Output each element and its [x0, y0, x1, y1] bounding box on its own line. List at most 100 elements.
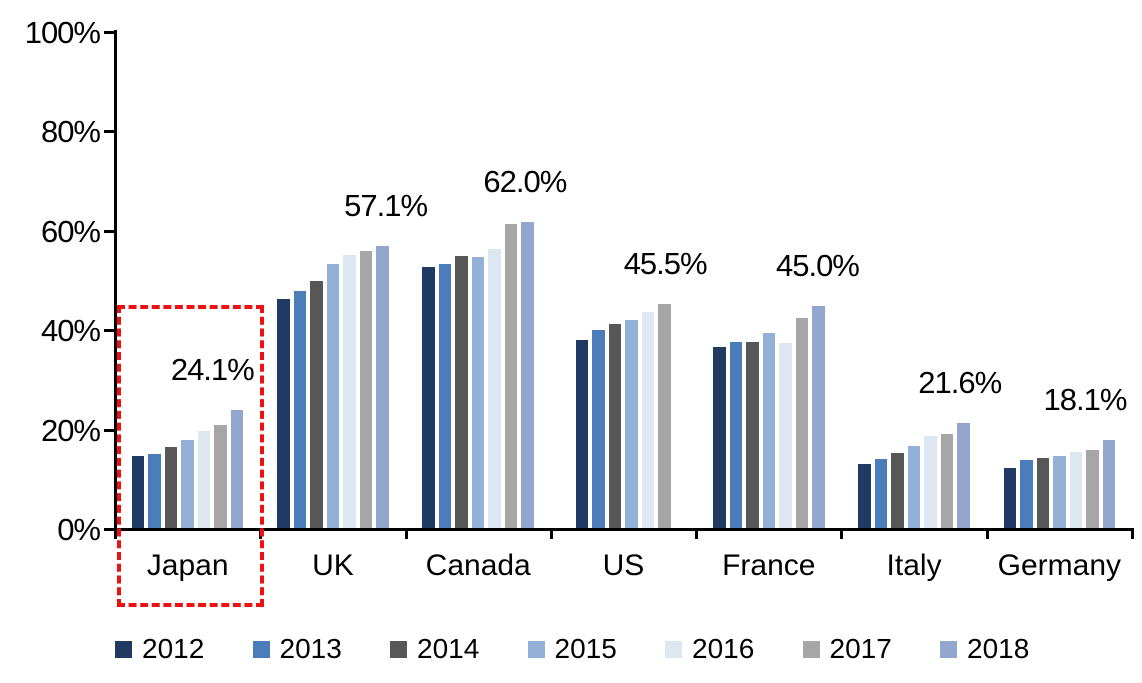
legend-item-2012: 2012 — [115, 633, 253, 665]
bar-group-uk — [260, 33, 405, 530]
bar-uk-2014 — [310, 280, 323, 530]
legend-label-2018: 2018 — [967, 633, 1030, 664]
y-tick-mark — [104, 31, 115, 34]
bar-france-2014 — [746, 342, 759, 530]
bar-italy-2017 — [940, 433, 954, 530]
y-axis-label: 20% — [40, 412, 101, 448]
bar-france-2015 — [762, 333, 776, 530]
legend-item-2018: 2018 — [940, 633, 1078, 665]
value-callout-canada: 62.0% — [483, 163, 567, 199]
y-axis-label: 80% — [40, 114, 101, 150]
y-axis-line — [114, 30, 117, 533]
bar-us-2013 — [592, 330, 605, 530]
x-tick-mark — [985, 530, 989, 539]
bar-italy-2018 — [957, 422, 970, 530]
bar-canada-2018 — [521, 221, 534, 530]
y-tick-mark — [104, 428, 115, 432]
bar-uk-2013 — [293, 291, 307, 530]
value-callout-japan: 24.1% — [170, 352, 255, 388]
y-tick-mark — [104, 229, 115, 233]
value-callout-france: 45.0% — [775, 248, 860, 284]
bar-italy-2013 — [874, 458, 888, 530]
x-tick-mark — [404, 530, 408, 539]
bar-group-canada — [406, 33, 551, 530]
bar-italy-2012 — [858, 463, 871, 530]
bar-france-2018 — [812, 306, 825, 530]
bar-germany-2016 — [1069, 452, 1083, 530]
y-tick-mark — [104, 130, 115, 134]
bar-group-italy — [841, 33, 986, 530]
bar-canada-2015 — [471, 257, 485, 530]
legend-item-2014: 2014 — [390, 633, 528, 665]
value-callout-us: 45.5% — [623, 245, 708, 281]
legend-swatch-2018 — [940, 640, 957, 658]
bar-japan-2016 — [197, 430, 211, 530]
bar-canada-2013 — [438, 263, 452, 530]
bar-us-2014 — [608, 324, 622, 530]
value-callout-uk: 57.1% — [344, 188, 428, 224]
bar-italy-2016 — [924, 435, 937, 530]
legend-item-2016: 2016 — [665, 633, 803, 665]
bar-uk-2012 — [277, 298, 290, 530]
legend-label-2012: 2012 — [142, 633, 205, 664]
legend-swatch-2016 — [665, 640, 682, 658]
legend-swatch-2012 — [115, 640, 132, 658]
bar-group-france — [696, 33, 841, 530]
bar-japan-2018 — [230, 410, 244, 530]
bar-canada-2017 — [504, 223, 518, 530]
legend-label-2015: 2015 — [554, 633, 617, 664]
bar-uk-2015 — [326, 263, 340, 530]
bar-germany-2017 — [1086, 450, 1099, 530]
x-tick-mark — [1131, 530, 1134, 539]
x-tick-mark — [114, 530, 117, 539]
x-axis-label-france: France — [722, 549, 816, 582]
bar-italy-2015 — [907, 445, 921, 530]
x-axis-label-italy: Italy — [886, 549, 942, 582]
bar-us-2015 — [625, 320, 638, 530]
legend-label-2014: 2014 — [417, 633, 480, 664]
y-tick-mark — [104, 528, 115, 531]
x-axis-label-uk: UK — [312, 549, 354, 582]
y-axis-label: 40% — [40, 313, 101, 349]
bar-japan-2012 — [131, 455, 145, 530]
y-axis-label: 100% — [24, 15, 101, 50]
bar-canada-2012 — [422, 266, 435, 530]
x-axis-label-germany: Germany — [997, 549, 1122, 582]
legend-swatch-2015 — [527, 640, 545, 658]
value-callout-italy: 21.6% — [918, 364, 1002, 400]
legend-item-2017: 2017 — [802, 633, 941, 665]
x-tick-mark — [840, 530, 844, 539]
legend-label-2013: 2013 — [279, 633, 342, 664]
y-axis-label: 60% — [40, 213, 101, 249]
legend: 2012 2013 2014 2015 2016 2017 2018 — [115, 633, 1078, 665]
bar-uk-2016 — [343, 255, 356, 530]
legend-swatch-2013 — [252, 640, 270, 658]
bar-germany-2018 — [1102, 440, 1116, 530]
legend-swatch-2017 — [802, 640, 820, 658]
bar-germany-2015 — [1053, 455, 1066, 530]
bar-japan-2017 — [214, 424, 227, 530]
x-axis-line — [114, 528, 1134, 531]
bar-canada-2016 — [488, 249, 501, 530]
y-tick-mark — [104, 329, 115, 333]
bar-japan-2013 — [148, 454, 161, 530]
bar-germany-2013 — [1020, 459, 1033, 530]
bar-japan-2014 — [164, 446, 178, 530]
x-tick-mark — [695, 530, 699, 539]
x-axis-label-japan: Japan — [146, 549, 229, 582]
legend-item-2015: 2015 — [527, 633, 666, 665]
bar-group-us — [551, 33, 696, 530]
legend-label-2017: 2017 — [829, 633, 892, 664]
bar-uk-2017 — [359, 251, 373, 530]
bar-france-2017 — [795, 318, 809, 530]
legend-label-2016: 2016 — [692, 633, 755, 664]
value-callout-germany: 18.1% — [1043, 382, 1128, 418]
bar-us-2012 — [575, 340, 589, 530]
x-tick-mark — [549, 530, 553, 539]
legend-swatch-2014 — [390, 640, 407, 658]
bar-group-japan — [115, 33, 260, 530]
y-axis-label: 0% — [57, 512, 101, 547]
bar-us-2016 — [641, 312, 655, 530]
bar-germany-2014 — [1036, 457, 1050, 530]
